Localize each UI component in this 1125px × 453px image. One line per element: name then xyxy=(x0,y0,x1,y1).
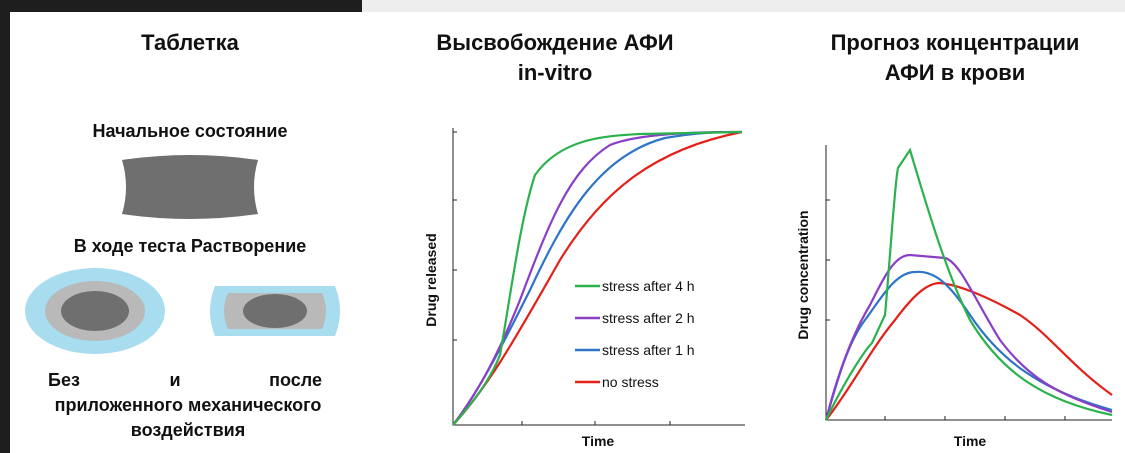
label: Начальное состояние xyxy=(93,121,288,141)
ticks xyxy=(453,131,671,425)
tablet-initial xyxy=(122,155,258,219)
caption-word: Без xyxy=(48,370,80,390)
panel-title: Высвобождение АФИ xyxy=(436,30,673,55)
legend-label: stress after 4 h xyxy=(602,278,695,294)
panel-title: Таблетка xyxy=(141,30,240,55)
y-axis-label: Drug released xyxy=(423,233,439,326)
y-axis-label: Drug concentration xyxy=(795,210,811,339)
top-dark-bar xyxy=(0,0,362,12)
panel-title: АФИ в крови xyxy=(885,60,1026,85)
caption-word: после xyxy=(269,370,322,390)
ticks xyxy=(826,199,1066,420)
tablet-core xyxy=(61,291,129,331)
label: В ходе теста Растворение xyxy=(74,236,307,256)
x-axis-label: Time xyxy=(954,433,987,449)
tablet-core xyxy=(243,294,307,328)
panel-title: in-vitro xyxy=(518,60,593,85)
panel-title: Прогноз концентрации xyxy=(831,30,1080,55)
curve xyxy=(825,281,1113,421)
caption-word: и xyxy=(169,370,180,390)
x-axis-label: Time xyxy=(582,433,615,449)
left-dark-bar xyxy=(0,0,10,453)
curve xyxy=(825,147,1113,421)
legend-label: stress after 1 h xyxy=(602,342,695,358)
legend: stress after 4 h stress after 2 h stress… xyxy=(575,278,695,390)
legend-label: no stress xyxy=(602,374,659,390)
curve xyxy=(452,130,743,426)
caption-line: воздействия xyxy=(131,420,246,440)
caption-line: приложенного механического xyxy=(55,395,322,415)
legend-label: stress after 2 h xyxy=(602,310,695,326)
